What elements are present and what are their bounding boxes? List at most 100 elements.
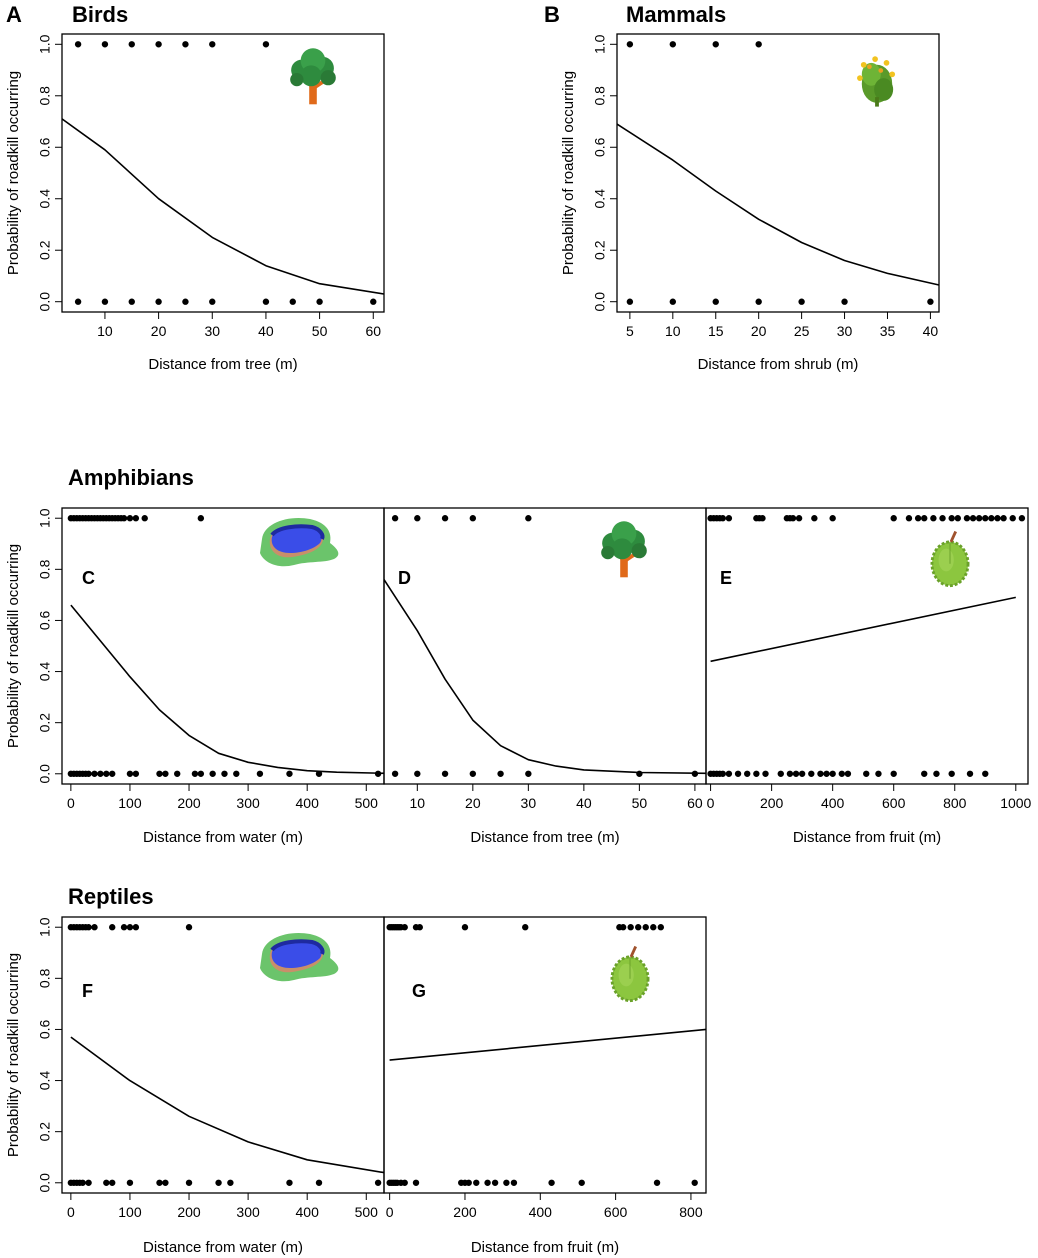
data-point-1 [120, 515, 128, 522]
durian-icon-shape [930, 530, 970, 588]
x-tick-label-B: 40 [923, 323, 939, 339]
data-point-0 [185, 1179, 193, 1186]
x-tick-label-C: 400 [296, 795, 320, 811]
plot-frame-E [705, 507, 1029, 785]
data-point-1 [719, 515, 726, 522]
data-point-0 [525, 770, 532, 777]
panel-C: 0 100 200 300 400 500 0.0 0.2 0.4 0.6 0.8 1.0 Distan… [5, 507, 385, 846]
data-point-0 [636, 770, 643, 777]
y-tick-label-B: 1.0 [592, 34, 608, 54]
data-point-1 [128, 41, 135, 48]
x-tick-label-B: 25 [794, 323, 810, 339]
x-tick-label-C: 300 [236, 795, 260, 811]
panel-G: 0 200 400 600 800 Distance from fruit (m) G [383, 916, 707, 1256]
panel-letter-G: G [412, 981, 426, 1001]
data-point-1 [126, 924, 134, 931]
y-tick-label-F: 0.4 [37, 1071, 53, 1091]
x-tick-label-F: 0 [67, 1204, 75, 1220]
x-tick-label-G: 800 [679, 1204, 703, 1220]
x-tick-label-F: 500 [355, 1204, 379, 1220]
x-tick-label-G: 600 [604, 1204, 628, 1220]
data-point-0 [484, 1179, 491, 1186]
data-point-0 [182, 298, 189, 305]
plot-frame-F [61, 916, 385, 1194]
data-point-1 [525, 515, 532, 522]
data-point-0 [548, 1179, 555, 1186]
data-point-0 [982, 770, 989, 777]
data-point-0 [286, 770, 293, 777]
data-point-0 [156, 1179, 163, 1186]
group-title-amphibians: Amphibians [68, 465, 194, 490]
data-point-1 [642, 924, 649, 931]
group-title-reptiles: Reptiles [68, 884, 154, 909]
x-tick-label-D: 60 [687, 795, 703, 811]
data-point-0 [155, 298, 162, 305]
y-tick-label-A: 0.6 [37, 137, 53, 157]
y-axis-title-F: Probability of roadkill occurring [5, 953, 22, 1157]
data-point-0 [503, 1179, 510, 1186]
data-point-0 [844, 770, 852, 777]
data-point-0 [156, 770, 163, 777]
panel-B: 5 10 15 20 25 30 35 40 0.0 0.2 0.4 0.6 0.8 1.0 Distanc… [560, 33, 940, 373]
y-axis-title-B: Probability of roadkill occurring [560, 71, 577, 275]
x-tick-label-F: 400 [296, 1204, 320, 1220]
data-point-0 [227, 1179, 234, 1186]
data-point-0 [289, 298, 296, 305]
tree-icon-shape [599, 519, 649, 580]
data-point-0 [966, 770, 974, 777]
data-point-0 [401, 1179, 408, 1186]
x-tick-label-B: 10 [665, 323, 681, 339]
x-tick-label-F: 100 [118, 1204, 142, 1220]
data-point-1 [91, 924, 98, 931]
y-tick-label-A: 0.4 [37, 189, 53, 209]
data-point-0 [315, 1179, 323, 1186]
x-tick-label-F: 300 [236, 1204, 260, 1220]
data-point-1 [74, 41, 82, 48]
data-point-0 [755, 298, 762, 305]
tree-icon [288, 46, 338, 107]
data-point-1 [725, 515, 733, 522]
water-icon-shape [258, 930, 341, 984]
panel-letter-B: B [544, 2, 560, 27]
shrub-icon [857, 56, 896, 107]
y-tick-label-A: 0.0 [37, 292, 53, 312]
data-point-0 [786, 770, 794, 777]
data-point-0 [374, 1179, 382, 1186]
data-point-1 [914, 515, 922, 522]
data-point-1 [132, 924, 140, 931]
x-tick-label-B: 20 [751, 323, 767, 339]
x-axis-title-E: Distance from fruit (m) [793, 829, 941, 846]
data-point-1 [930, 515, 937, 522]
water-icon-shape [258, 515, 341, 569]
x-tick-label-F: 200 [177, 1204, 201, 1220]
data-point-1 [829, 515, 836, 522]
data-point-0 [414, 770, 421, 777]
y-axis-title-A: Probability of roadkill occurring [5, 71, 22, 275]
data-point-0 [109, 1179, 116, 1186]
y-tick-label-C: 0.4 [37, 662, 53, 682]
data-point-0 [777, 770, 784, 777]
x-tick-label-A: 60 [365, 323, 381, 339]
x-tick-label-B: 5 [626, 323, 634, 339]
data-point-0 [391, 770, 399, 777]
x-tick-label-C: 0 [67, 795, 75, 811]
data-point-1 [669, 41, 677, 48]
fitted-curve-C [70, 604, 385, 775]
data-point-0 [473, 1179, 480, 1186]
water-icon [258, 930, 341, 984]
data-point-0 [838, 770, 846, 777]
y-tick-label-B: 0.4 [592, 189, 608, 209]
data-point-1 [414, 515, 421, 522]
data-point-1 [939, 515, 946, 522]
data-point-1 [890, 515, 897, 522]
data-point-1 [441, 515, 449, 522]
data-point-0 [725, 770, 733, 777]
y-tick-label-F: 0.2 [37, 1122, 53, 1142]
data-point-1 [627, 924, 634, 931]
data-point-0 [286, 1179, 293, 1186]
data-point-1 [982, 515, 989, 522]
x-tick-label-C: 100 [118, 795, 142, 811]
data-point-0 [85, 1179, 92, 1186]
data-point-0 [469, 770, 477, 777]
